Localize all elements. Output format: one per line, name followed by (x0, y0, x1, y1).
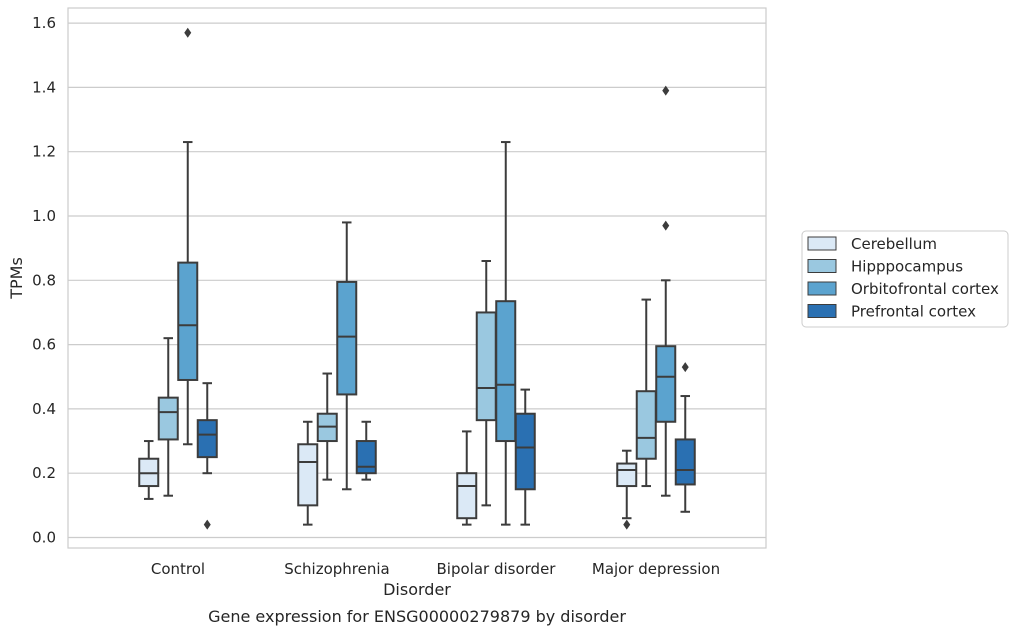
box-iqr (456, 472, 478, 520)
box-iqr (355, 440, 377, 475)
box-element (297, 420, 319, 526)
box-iqr (157, 396, 179, 441)
x-axis-title: Disorder (383, 580, 451, 599)
y-tick-label: 0.8 (32, 271, 56, 289)
box-iqr (635, 390, 657, 460)
box-iqr (297, 443, 319, 507)
outlier-point (203, 519, 211, 530)
box-element (316, 372, 338, 481)
series-cerebellum (138, 420, 638, 530)
box-element (674, 362, 696, 513)
x-tick-label: Major depression (592, 560, 720, 578)
box-series (138, 27, 696, 530)
legend-swatch (807, 236, 837, 251)
outlier-point (184, 27, 192, 38)
box-element (635, 298, 657, 488)
y-tick-label: 1.2 (32, 143, 56, 161)
plot-area-frame (67, 7, 767, 549)
box-element (495, 141, 517, 526)
box-element (157, 337, 179, 497)
legend-swatch (807, 304, 837, 318)
y-axis-title: TPMs (7, 257, 26, 300)
x-tick-label: Control (151, 560, 205, 578)
box-element (177, 27, 199, 446)
legend-label: Orbitofrontal cortex (851, 280, 999, 298)
y-tick-label: 0.4 (32, 400, 56, 418)
y-tick-label: 0.0 (32, 529, 56, 547)
x-tick-label: Bipolar disorder (437, 560, 557, 578)
box-element (138, 440, 160, 500)
box-iqr (616, 462, 638, 488)
series-orbitofrontal-cortex (177, 27, 677, 526)
box-element (475, 260, 497, 507)
box-iqr (655, 345, 677, 423)
chart-caption: Gene expression for ENSG00000279879 by d… (208, 607, 626, 626)
legend-label: Hipppocampus (851, 258, 963, 276)
legend: Cerebellum Hipppocampus Orbitofrontal cort… (801, 230, 1009, 328)
y-axis-ticks: 0.0 0.2 0.4 0.6 0.8 1.0 1.2 1.4 1.6 (32, 14, 56, 546)
box-element (336, 221, 358, 491)
y-tick-label: 0.6 (32, 336, 56, 354)
x-axis-ticks: Control Schizophrenia Bipolar disorder Majo… (151, 560, 720, 578)
box-element (616, 449, 638, 530)
y-tick-label: 1.0 (32, 207, 56, 225)
box-iqr (177, 261, 199, 381)
box-iqr (336, 280, 358, 396)
box-iqr (495, 300, 517, 443)
box-element (514, 388, 536, 526)
y-tick-label: 1.6 (32, 14, 56, 32)
box-element (196, 382, 218, 530)
box-element (456, 430, 478, 526)
box-element (655, 85, 677, 497)
legend-swatch (807, 259, 837, 273)
legend-label: Prefrontal cortex (851, 303, 976, 321)
outlier-point (681, 362, 689, 373)
y-tick-label: 1.4 (32, 78, 56, 96)
box-element (355, 420, 377, 481)
legend-label: Cerebellum (851, 235, 937, 253)
legend-swatch (807, 281, 837, 296)
outlier-point (662, 220, 670, 231)
outlier-point (662, 85, 670, 96)
x-tick-label: Schizophrenia (284, 560, 389, 578)
series-hipppocampus (157, 260, 657, 507)
series-prefrontal-cortex (196, 362, 696, 530)
box-iqr (475, 311, 497, 422)
box-iqr (674, 438, 696, 486)
outlier-point (623, 519, 631, 530)
box-iqr (196, 419, 218, 459)
box-iqr (514, 412, 536, 491)
y-tick-label: 0.2 (32, 464, 56, 482)
legend-frame (801, 230, 1009, 328)
